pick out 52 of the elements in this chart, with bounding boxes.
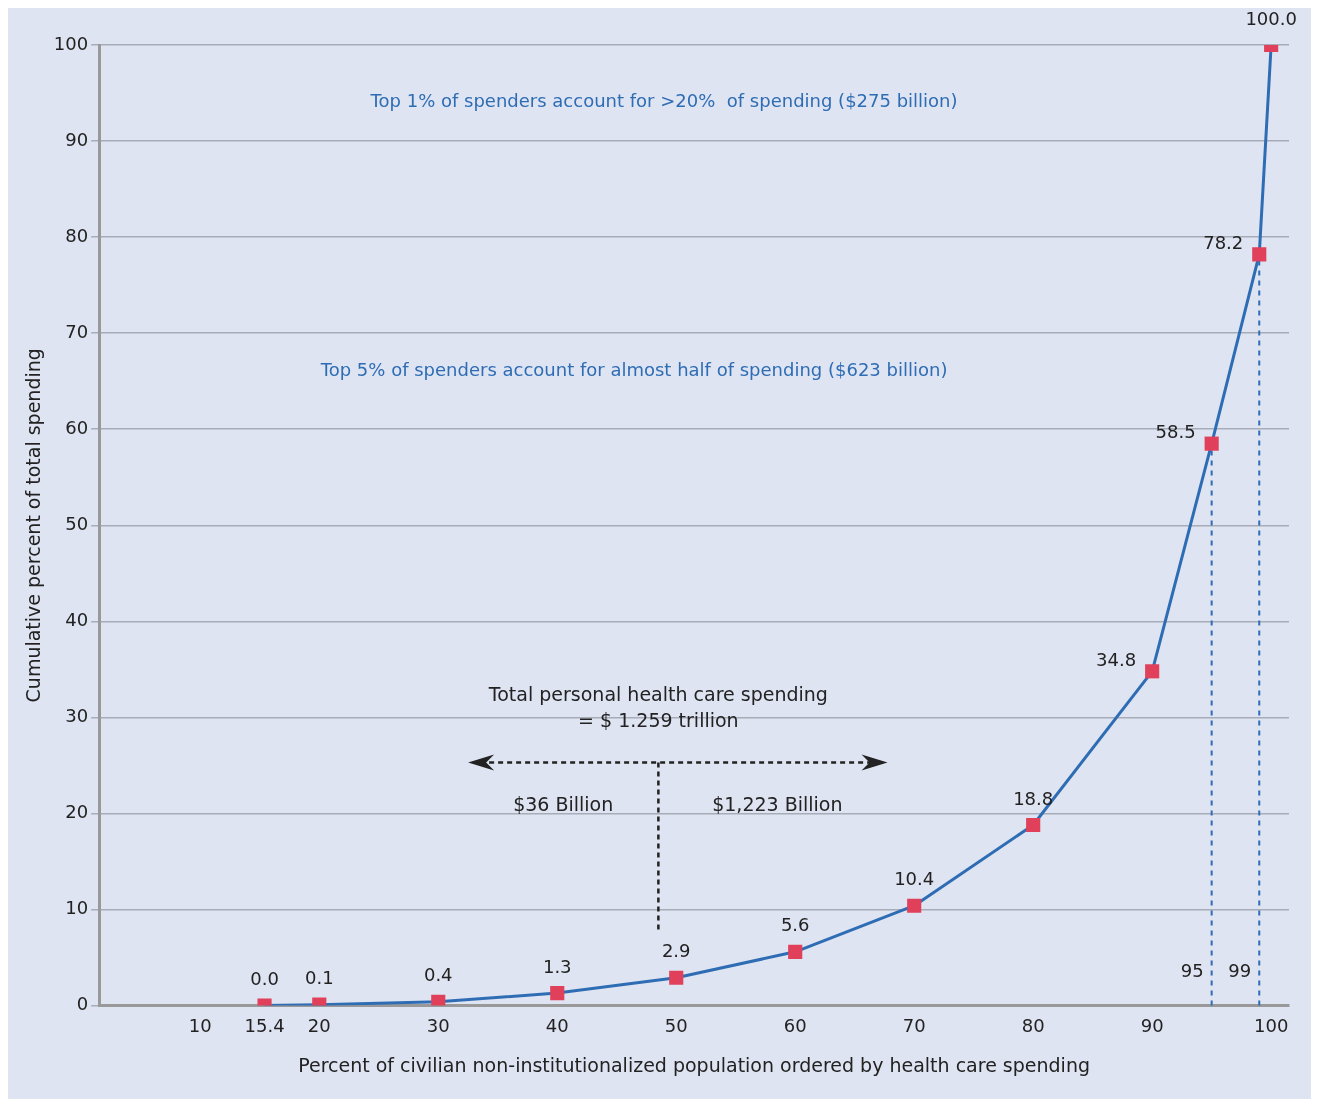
data-label: 58.5	[1155, 421, 1196, 443]
y-tick-label: 90	[65, 128, 89, 150]
x-tick-label: 30	[426, 1015, 450, 1037]
x-axis-title: Percent of civilian non-institutionalized population ordered by health care spending	[298, 1053, 1090, 1076]
point	[431, 994, 446, 1006]
x-tick-label: 90	[1140, 1015, 1164, 1037]
x-tick-label: 40	[545, 1015, 569, 1037]
data-label: 10.4	[894, 868, 935, 890]
x-tick-label: 10	[188, 1015, 212, 1037]
y-tick-label: 60	[65, 416, 89, 438]
data-label: 78.2	[1203, 232, 1244, 254]
data-label: 1.3	[542, 955, 572, 977]
annotation: Total personal health care spending = $ 1.259 trillion	[488, 682, 828, 734]
data-label: 0.0	[250, 968, 279, 990]
y-tick-label: 0	[76, 993, 89, 1015]
data-label: 0.4	[423, 964, 453, 986]
y-tick-label: 40	[65, 609, 89, 631]
x-tick-label: 60	[783, 1015, 807, 1037]
data-label: 5.6	[780, 914, 810, 936]
data-label: 18.8	[1013, 787, 1054, 809]
y-tick-label: 100	[53, 32, 89, 54]
point	[907, 898, 922, 913]
y-tick-label: 30	[65, 705, 89, 727]
data-label: 34.8	[1096, 648, 1137, 670]
y-axis-title: Cumulative percent of total spending	[22, 348, 45, 703]
annotation: Top 1% of spenders account for >20% of spending ($275 billion)	[369, 90, 958, 112]
point	[1026, 817, 1041, 833]
data-label: 0.1	[304, 967, 334, 989]
y-tick-label: 50	[65, 512, 89, 534]
point	[1204, 436, 1219, 451]
x-tick-label: 100	[1253, 1015, 1289, 1037]
point	[788, 944, 803, 959]
x-tick-label: 20	[307, 1015, 331, 1037]
point	[669, 970, 684, 985]
y-tick-label: 80	[65, 224, 89, 246]
y-tick-label: 10	[65, 897, 89, 919]
point	[550, 986, 565, 1001]
data-label: 2.9	[661, 940, 691, 962]
x-tick-label: 80	[1021, 1015, 1045, 1037]
data-label: 100.0	[1245, 7, 1297, 29]
ref-line-label: 95	[1180, 959, 1204, 981]
annotation: $1,223 Billion	[712, 791, 843, 817]
x-tick-label: 15.4	[244, 1015, 285, 1037]
x-tick-label: 70	[902, 1015, 926, 1037]
x-tick-label: 50	[664, 1015, 688, 1037]
y-tick-label: 20	[65, 801, 89, 823]
annotation: Top 5% of spenders account for almost half of spending ($623 billion)	[319, 359, 948, 381]
y-tick-label: 70	[65, 320, 89, 342]
point	[1145, 664, 1160, 679]
annotation: $36 Billion	[513, 791, 614, 817]
point	[1252, 247, 1267, 262]
ref-line-label: 99	[1228, 959, 1252, 981]
